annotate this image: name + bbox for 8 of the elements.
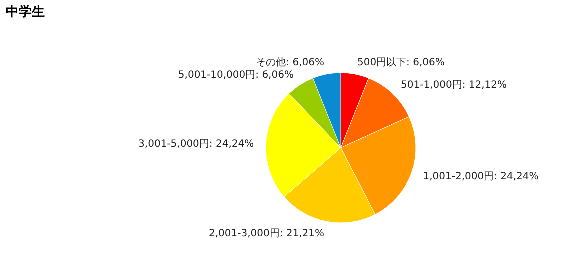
slice-label: 501-1,000円: 12,12% (401, 80, 508, 92)
slice-label: 1,001-2,000円: 24,24% (423, 171, 539, 182)
slice-label: その他: 6,06% (256, 56, 325, 69)
slice-label: 500円以下: 6,06% (357, 56, 445, 69)
slice-label: 5,001-10,000円: 6,06% (178, 70, 294, 81)
text: 中学生 (6, 5, 45, 20)
slice-label: 3,001-5,000円: 24,24% (138, 138, 254, 150)
slice-label: 2,001-3,000円: 21,21% (208, 228, 325, 240)
